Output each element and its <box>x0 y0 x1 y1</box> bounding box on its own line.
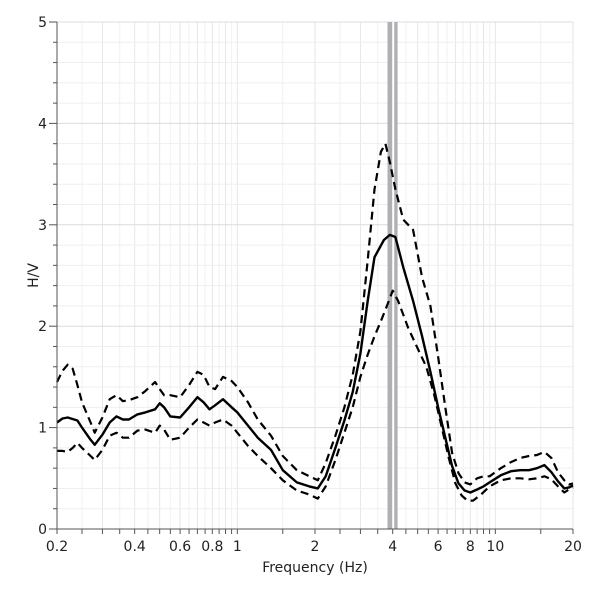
x-tick-label: 4 <box>388 539 397 555</box>
peak-frequency-band <box>387 22 398 529</box>
x-tick-label: 8 <box>466 539 475 555</box>
series-lines <box>56 142 574 502</box>
y-axis-title: H/V <box>26 263 42 288</box>
x-tick-label: 1 <box>233 539 242 555</box>
axes <box>49 21 574 534</box>
x-tick-label: 10 <box>486 539 504 555</box>
hv-std-bound-1 <box>56 142 574 486</box>
x-tick-label: 6 <box>434 539 443 555</box>
x-tick-label: 0.4 <box>124 539 146 555</box>
y-tick-label: 2 <box>38 319 47 335</box>
y-tick-label: 1 <box>38 421 47 437</box>
x-tick-label: 20 <box>564 539 582 555</box>
mean-hv-curve <box>56 233 574 494</box>
x-tick-label: 0.2 <box>46 539 68 555</box>
hv-std-bound-2 <box>57 289 574 502</box>
y-tick-label: 4 <box>38 116 47 132</box>
y-tick-label: 5 <box>38 15 47 31</box>
x-axis-title: Frequency (Hz) <box>262 560 368 576</box>
x-tick-label: 0.8 <box>201 539 223 555</box>
tick-labels: 0.2 0.4 0.6 0.8 1 2 4 6 8 10 20 0 1 2 3 4 5 <box>38 15 582 555</box>
y-tick-label: 3 <box>38 218 47 234</box>
y-tick-label: 0 <box>38 522 47 538</box>
x-tick-label: 0.6 <box>169 539 191 555</box>
x-tick-label: 2 <box>311 539 320 555</box>
grid <box>56 21 574 530</box>
